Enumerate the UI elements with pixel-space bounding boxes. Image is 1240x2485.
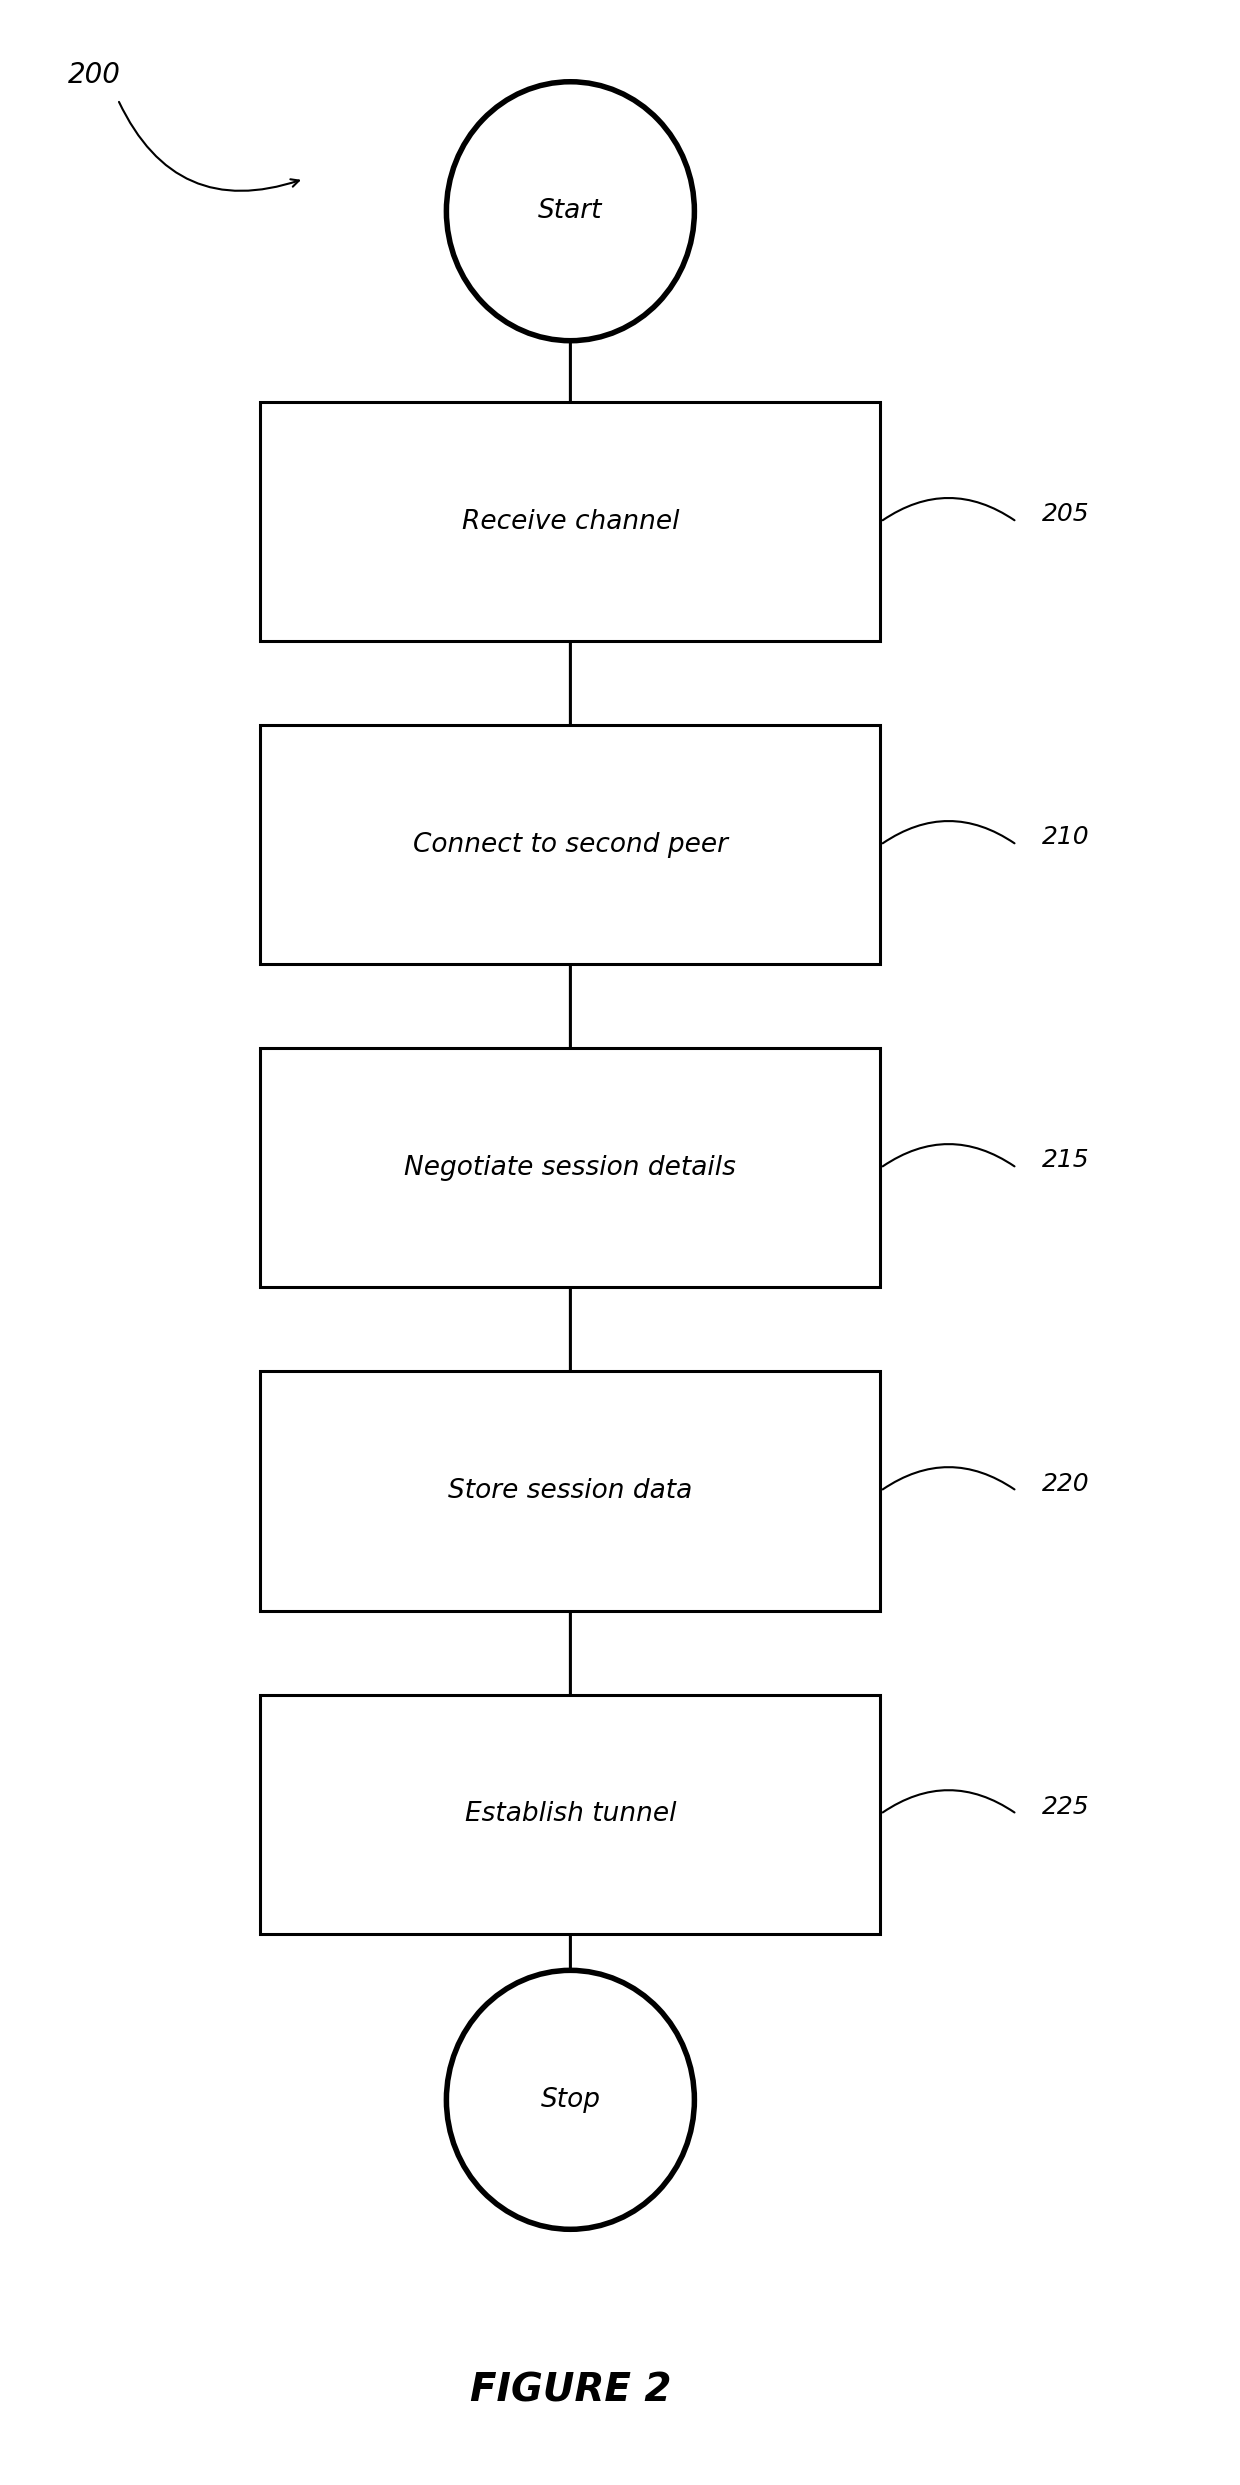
Text: 200: 200 (68, 60, 122, 89)
FancyBboxPatch shape (260, 1372, 880, 1610)
Text: Negotiate session details: Negotiate session details (404, 1156, 737, 1180)
Text: 220: 220 (1042, 1471, 1089, 1496)
Text: Stop: Stop (541, 2087, 600, 2112)
Text: 210: 210 (1042, 825, 1089, 850)
Text: Connect to second peer: Connect to second peer (413, 832, 728, 857)
Text: 215: 215 (1042, 1148, 1089, 1173)
Text: Establish tunnel: Establish tunnel (465, 1802, 676, 1826)
Text: Store session data: Store session data (449, 1479, 692, 1503)
Ellipse shape (446, 82, 694, 340)
Ellipse shape (446, 1971, 694, 2229)
FancyBboxPatch shape (260, 726, 880, 964)
Text: Receive channel: Receive channel (461, 509, 680, 534)
FancyBboxPatch shape (260, 1695, 880, 1933)
FancyBboxPatch shape (260, 403, 880, 641)
Text: 205: 205 (1042, 502, 1089, 527)
Text: FIGURE 2: FIGURE 2 (470, 2371, 671, 2410)
Text: Start: Start (538, 199, 603, 224)
FancyBboxPatch shape (260, 1049, 880, 1287)
Text: 225: 225 (1042, 1794, 1089, 1819)
